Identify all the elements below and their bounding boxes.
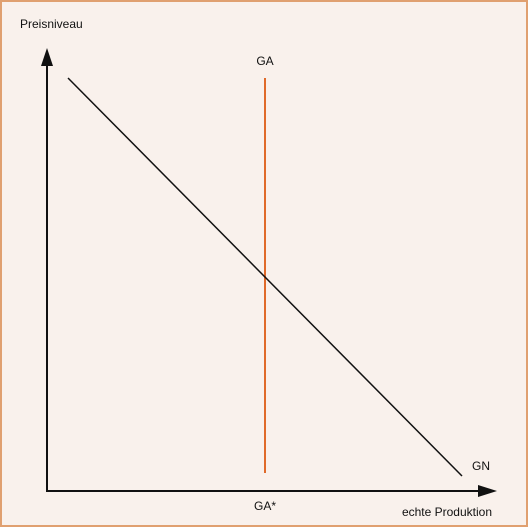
y-axis-arrow <box>41 48 53 66</box>
ga-label: GA <box>256 54 273 68</box>
ga-star-label: GA* <box>254 499 276 513</box>
y-axis-label: Preisniveau <box>20 17 83 31</box>
x-axis-arrow <box>478 485 497 497</box>
gn-line <box>67 77 463 477</box>
x-axis-label: echte Produktion <box>402 505 492 519</box>
gn-label: GN <box>472 459 490 473</box>
